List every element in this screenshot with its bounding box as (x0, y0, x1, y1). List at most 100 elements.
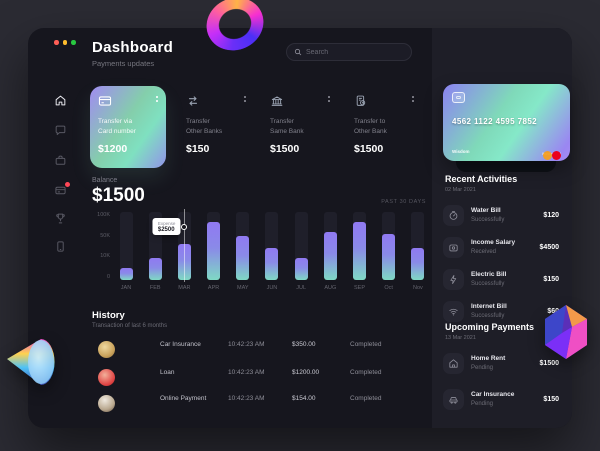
bar-jul[interactable]: JUL (291, 212, 311, 291)
transfer-card-via-card-number[interactable]: Transfer via Card number $1200 (90, 86, 166, 168)
bar-aug[interactable]: AUG (320, 212, 340, 291)
bar-jan[interactable]: JAN (116, 212, 136, 291)
search-bar[interactable] (286, 43, 412, 61)
card-chip-icon (452, 92, 465, 103)
sidebar-item-cards[interactable] (54, 182, 70, 198)
sidebar-item-work[interactable] (54, 154, 68, 168)
transfer-arrows-icon (186, 94, 200, 108)
bar-nov[interactable]: Nov (408, 212, 428, 291)
card-menu-icon[interactable] (328, 94, 330, 102)
payment-status: Pending (471, 400, 494, 407)
page-subtitle: Payments updates (92, 59, 155, 68)
home-icon (55, 95, 66, 106)
close-dot[interactable] (54, 40, 59, 45)
credit-card[interactable]: 4562 1122 4595 7852 Wisdom Mastercard (443, 84, 570, 161)
home-icon (443, 352, 464, 374)
recent-activities-title: Recent Activities (445, 174, 518, 184)
notification-badge (65, 182, 70, 187)
history-time: 10:42:23 AM (228, 395, 265, 402)
sidebar-item-home[interactable] (54, 94, 68, 108)
trophy-icon (56, 213, 65, 224)
sidebar-item-device[interactable] (54, 240, 68, 254)
bar-apr[interactable]: APR (204, 212, 224, 291)
avatar (98, 369, 115, 386)
activity-amount: $60 (547, 307, 559, 315)
activity-status: Successfully (471, 312, 505, 319)
activity-electric-bill[interactable]: Electric Bill Successfully $150 (443, 266, 559, 292)
activity-income-salary[interactable]: Income Salary Received $4500 (443, 234, 559, 260)
balance-label: Balance (92, 177, 118, 184)
page-title: Dashboard (92, 39, 174, 56)
history-amount: $1200.00 (292, 369, 320, 376)
history-status: Completed (350, 369, 382, 376)
briefcase-icon (55, 155, 66, 165)
history-status: Completed (350, 395, 382, 402)
card-menu-icon[interactable] (244, 94, 246, 102)
transfer-card-label: Transfer (270, 118, 294, 125)
wallet-icon (443, 236, 464, 258)
lightning-icon (443, 268, 464, 290)
payment-amount: $1500 (539, 359, 559, 367)
bar-may[interactable]: MAY (233, 212, 253, 291)
balance-period: PAST 30 DAYS (381, 199, 426, 205)
sidebar-item-rewards[interactable] (54, 212, 68, 226)
transfer-card-same-bank[interactable]: Transfer Same Bank $1500 (262, 86, 338, 168)
decor-cone (7, 339, 55, 385)
bar-jun[interactable]: JUN (262, 212, 282, 291)
avatar (98, 395, 115, 412)
chart-tooltip: Expense $2500 (152, 218, 181, 235)
app-window: Dashboard Payments updates (28, 28, 572, 428)
avatar (98, 341, 115, 358)
activity-amount: $4500 (539, 243, 559, 251)
activity-status: Successfully (471, 216, 505, 223)
transfer-card-to-other-bank[interactable]: Transfer to Other Bank $1500 (346, 86, 422, 168)
history-name: Car Insurance (160, 341, 201, 348)
payment-amount: $150 (543, 395, 559, 403)
bar-oct[interactable]: Oct (379, 212, 399, 291)
right-panel: 4562 1122 4595 7852 Wisdom Mastercard Re… (432, 28, 572, 428)
chart-y-axis: 100K 50K 10K 0 (97, 212, 110, 280)
bar-sep[interactable]: SEP (350, 212, 370, 291)
history-name: Loan (160, 369, 175, 376)
payment-name: Car Insurance (471, 390, 515, 398)
bank-icon (270, 94, 284, 108)
activity-name: Internet Bill (471, 302, 507, 310)
upcoming-car-insurance[interactable]: Car Insurance Pending $150 (443, 386, 559, 412)
activity-amount: $150 (543, 275, 559, 283)
credit-card-icon (98, 94, 112, 108)
maximize-dot[interactable] (71, 40, 76, 45)
transfer-card-amount: $150 (186, 143, 210, 156)
upcoming-payments-date: 13 Mar 2021 (445, 335, 476, 341)
card-number: 4562 1122 4595 7852 (452, 117, 538, 126)
activity-status: Received (471, 248, 497, 255)
activity-amount: $120 (543, 211, 559, 219)
balance-chart: 100K 50K 10K 0 JAN FEB Expense $2500 MAR APR MAY J… (92, 209, 428, 291)
history-time: 10:42:23 AM (228, 369, 265, 376)
payment-status: Pending (471, 364, 494, 371)
search-input[interactable] (306, 48, 404, 56)
history-row[interactable]: Loan 10:42:23 AM $1200.00 Completed (92, 361, 426, 386)
window-controls[interactable] (54, 40, 76, 45)
sidebar-item-messages[interactable] (54, 124, 68, 138)
card-holder: Wisdom (452, 149, 470, 154)
upcoming-home-rent[interactable]: Home Rent Pending $1500 (443, 350, 559, 376)
upcoming-payments-title: Upcoming Payments (445, 322, 535, 332)
minimize-dot[interactable] (62, 40, 67, 45)
history-time: 10:42:23 AM (228, 341, 265, 348)
bar-mar[interactable]: Expense $2500 MAR (152, 209, 194, 291)
history-row[interactable]: Car Insurance 10:42:23 AM $350.00 Comple… (92, 333, 426, 358)
activity-internet-bill[interactable]: Internet Bill Successfully $60 (443, 298, 559, 324)
payment-name: Home Rent (471, 354, 506, 362)
history-status: Completed (350, 341, 382, 348)
transfer-card-other-banks[interactable]: Transfer Other Banks $150 (178, 86, 254, 168)
transfer-card-amount: $1500 (270, 143, 300, 156)
chat-icon (55, 125, 66, 136)
card-menu-icon[interactable] (156, 94, 158, 102)
mobile-icon (57, 241, 64, 252)
history-amount: $154.00 (292, 395, 316, 402)
card-menu-icon[interactable] (412, 94, 414, 102)
history-row[interactable]: Online Payment 10:42:23 AM $154.00 Compl… (92, 387, 426, 412)
transfer-card-amount: $1500 (354, 143, 384, 156)
activity-water-bill[interactable]: Water Bill Successfully $120 (443, 202, 559, 228)
wallet-card-icon (55, 186, 66, 195)
